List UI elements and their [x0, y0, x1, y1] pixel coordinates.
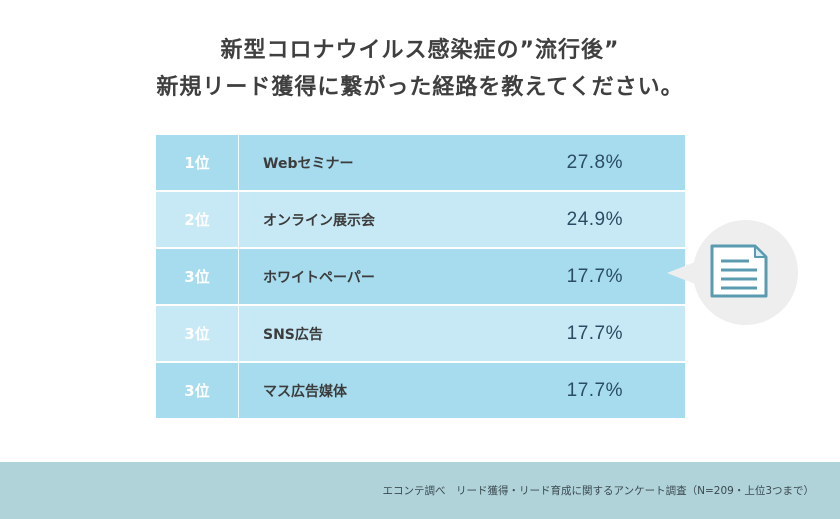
- document-icon: [710, 244, 768, 298]
- percentage-value: 27.8%: [566, 151, 623, 173]
- chart-title-line-2: 新規リード獲得に繋がった経路を教えてください。: [156, 75, 684, 100]
- percentage-value: 17.7%: [566, 322, 623, 344]
- rank-label: 3位: [156, 249, 239, 304]
- percentage-value: 17.7%: [566, 265, 623, 287]
- ranking-table: 1位 Webセミナー 27.8% 2位 オンライン展示会 24.9% 3位 ホワイトペーパー 1…: [156, 135, 685, 418]
- channel-label: オンライン展示会: [263, 212, 375, 229]
- percentage-value: 17.7%: [566, 379, 623, 401]
- percentage-value: 24.9%: [566, 208, 623, 230]
- rank-label: 2位: [156, 192, 239, 247]
- channel-label: ホワイトペーパー: [263, 269, 375, 286]
- rank-label: 3位: [156, 306, 239, 361]
- channel-label: Webセミナー: [263, 155, 354, 172]
- ranking-row: 3位 SNS広告 17.7%: [156, 304, 685, 361]
- ranking-row: 3位 ホワイトペーパー 17.7%: [156, 247, 685, 304]
- source-note: エコンテ調べ リード獲得・リード育成に関するアンケート調査（N=209・上位3つ…: [382, 485, 814, 497]
- channel-label: マス広告媒体: [263, 383, 347, 400]
- chart-title-line-1: 新型コロナウイルス感染症の”流行後”: [220, 38, 620, 63]
- ranking-row: 3位 マス広告媒体 17.7%: [156, 361, 685, 418]
- chart-title: 新型コロナウイルス感染症の”流行後” 新規リード獲得に繋がった経路を教えてくださ…: [0, 32, 840, 106]
- ranking-row: 2位 オンライン展示会 24.9%: [156, 190, 685, 247]
- ranking-row: 1位 Webセミナー 27.8%: [156, 135, 685, 190]
- rank-label: 3位: [156, 363, 239, 418]
- channel-label: SNS広告: [263, 326, 323, 343]
- rank-label: 1位: [156, 135, 239, 190]
- callout-pointer: [667, 262, 695, 284]
- footer-bar: エコンテ調べ リード獲得・リード育成に関するアンケート調査（N=209・上位3つ…: [0, 462, 840, 519]
